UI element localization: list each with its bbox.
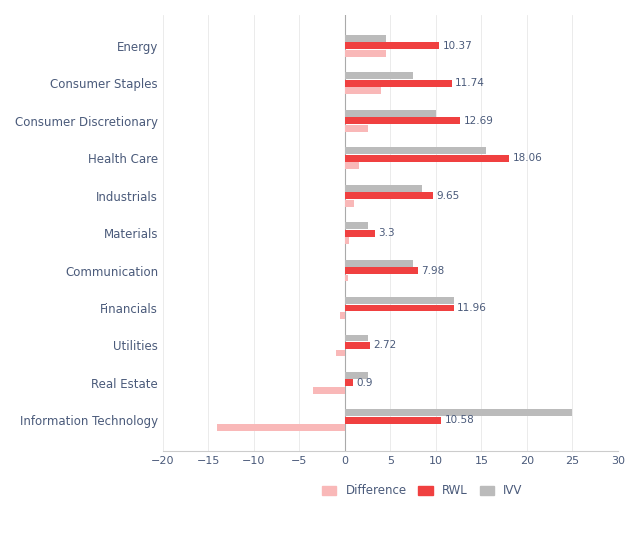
Bar xyxy=(345,305,454,311)
Text: 10.37: 10.37 xyxy=(442,41,472,51)
Bar xyxy=(345,372,367,379)
Bar xyxy=(218,425,345,431)
Bar xyxy=(345,87,381,94)
Legend: Difference, RWL, IVV: Difference, RWL, IVV xyxy=(317,480,527,502)
Bar xyxy=(345,297,454,304)
Bar xyxy=(336,350,345,356)
Bar xyxy=(345,110,436,117)
Text: 11.96: 11.96 xyxy=(457,303,487,313)
Bar xyxy=(345,199,354,207)
Bar xyxy=(345,155,509,162)
Bar xyxy=(345,222,367,229)
Bar xyxy=(345,35,386,42)
Text: 10.58: 10.58 xyxy=(444,415,474,425)
Text: 3.3: 3.3 xyxy=(378,228,395,238)
Bar xyxy=(345,230,375,237)
Bar xyxy=(345,380,353,386)
Bar xyxy=(345,267,417,274)
Bar xyxy=(345,162,358,169)
Bar xyxy=(345,417,441,424)
Bar xyxy=(345,260,413,266)
Text: 7.98: 7.98 xyxy=(420,266,444,276)
Bar xyxy=(345,42,439,49)
Bar xyxy=(345,147,486,154)
Bar xyxy=(345,342,370,349)
Bar xyxy=(345,50,386,56)
Text: 11.74: 11.74 xyxy=(455,78,485,88)
Bar xyxy=(345,185,422,192)
Bar xyxy=(345,275,348,282)
Bar xyxy=(345,125,367,132)
Text: 12.69: 12.69 xyxy=(463,116,493,125)
Bar xyxy=(345,192,433,199)
Text: 2.72: 2.72 xyxy=(373,340,396,351)
Bar xyxy=(345,409,573,416)
Bar xyxy=(345,117,460,124)
Text: 9.65: 9.65 xyxy=(436,191,459,201)
Bar xyxy=(313,387,345,394)
Bar xyxy=(345,72,413,79)
Bar xyxy=(345,334,367,341)
Bar xyxy=(340,312,345,319)
Bar xyxy=(345,237,349,244)
Text: 18.06: 18.06 xyxy=(513,153,542,163)
Text: 0.9: 0.9 xyxy=(356,378,372,388)
Bar xyxy=(345,80,452,87)
